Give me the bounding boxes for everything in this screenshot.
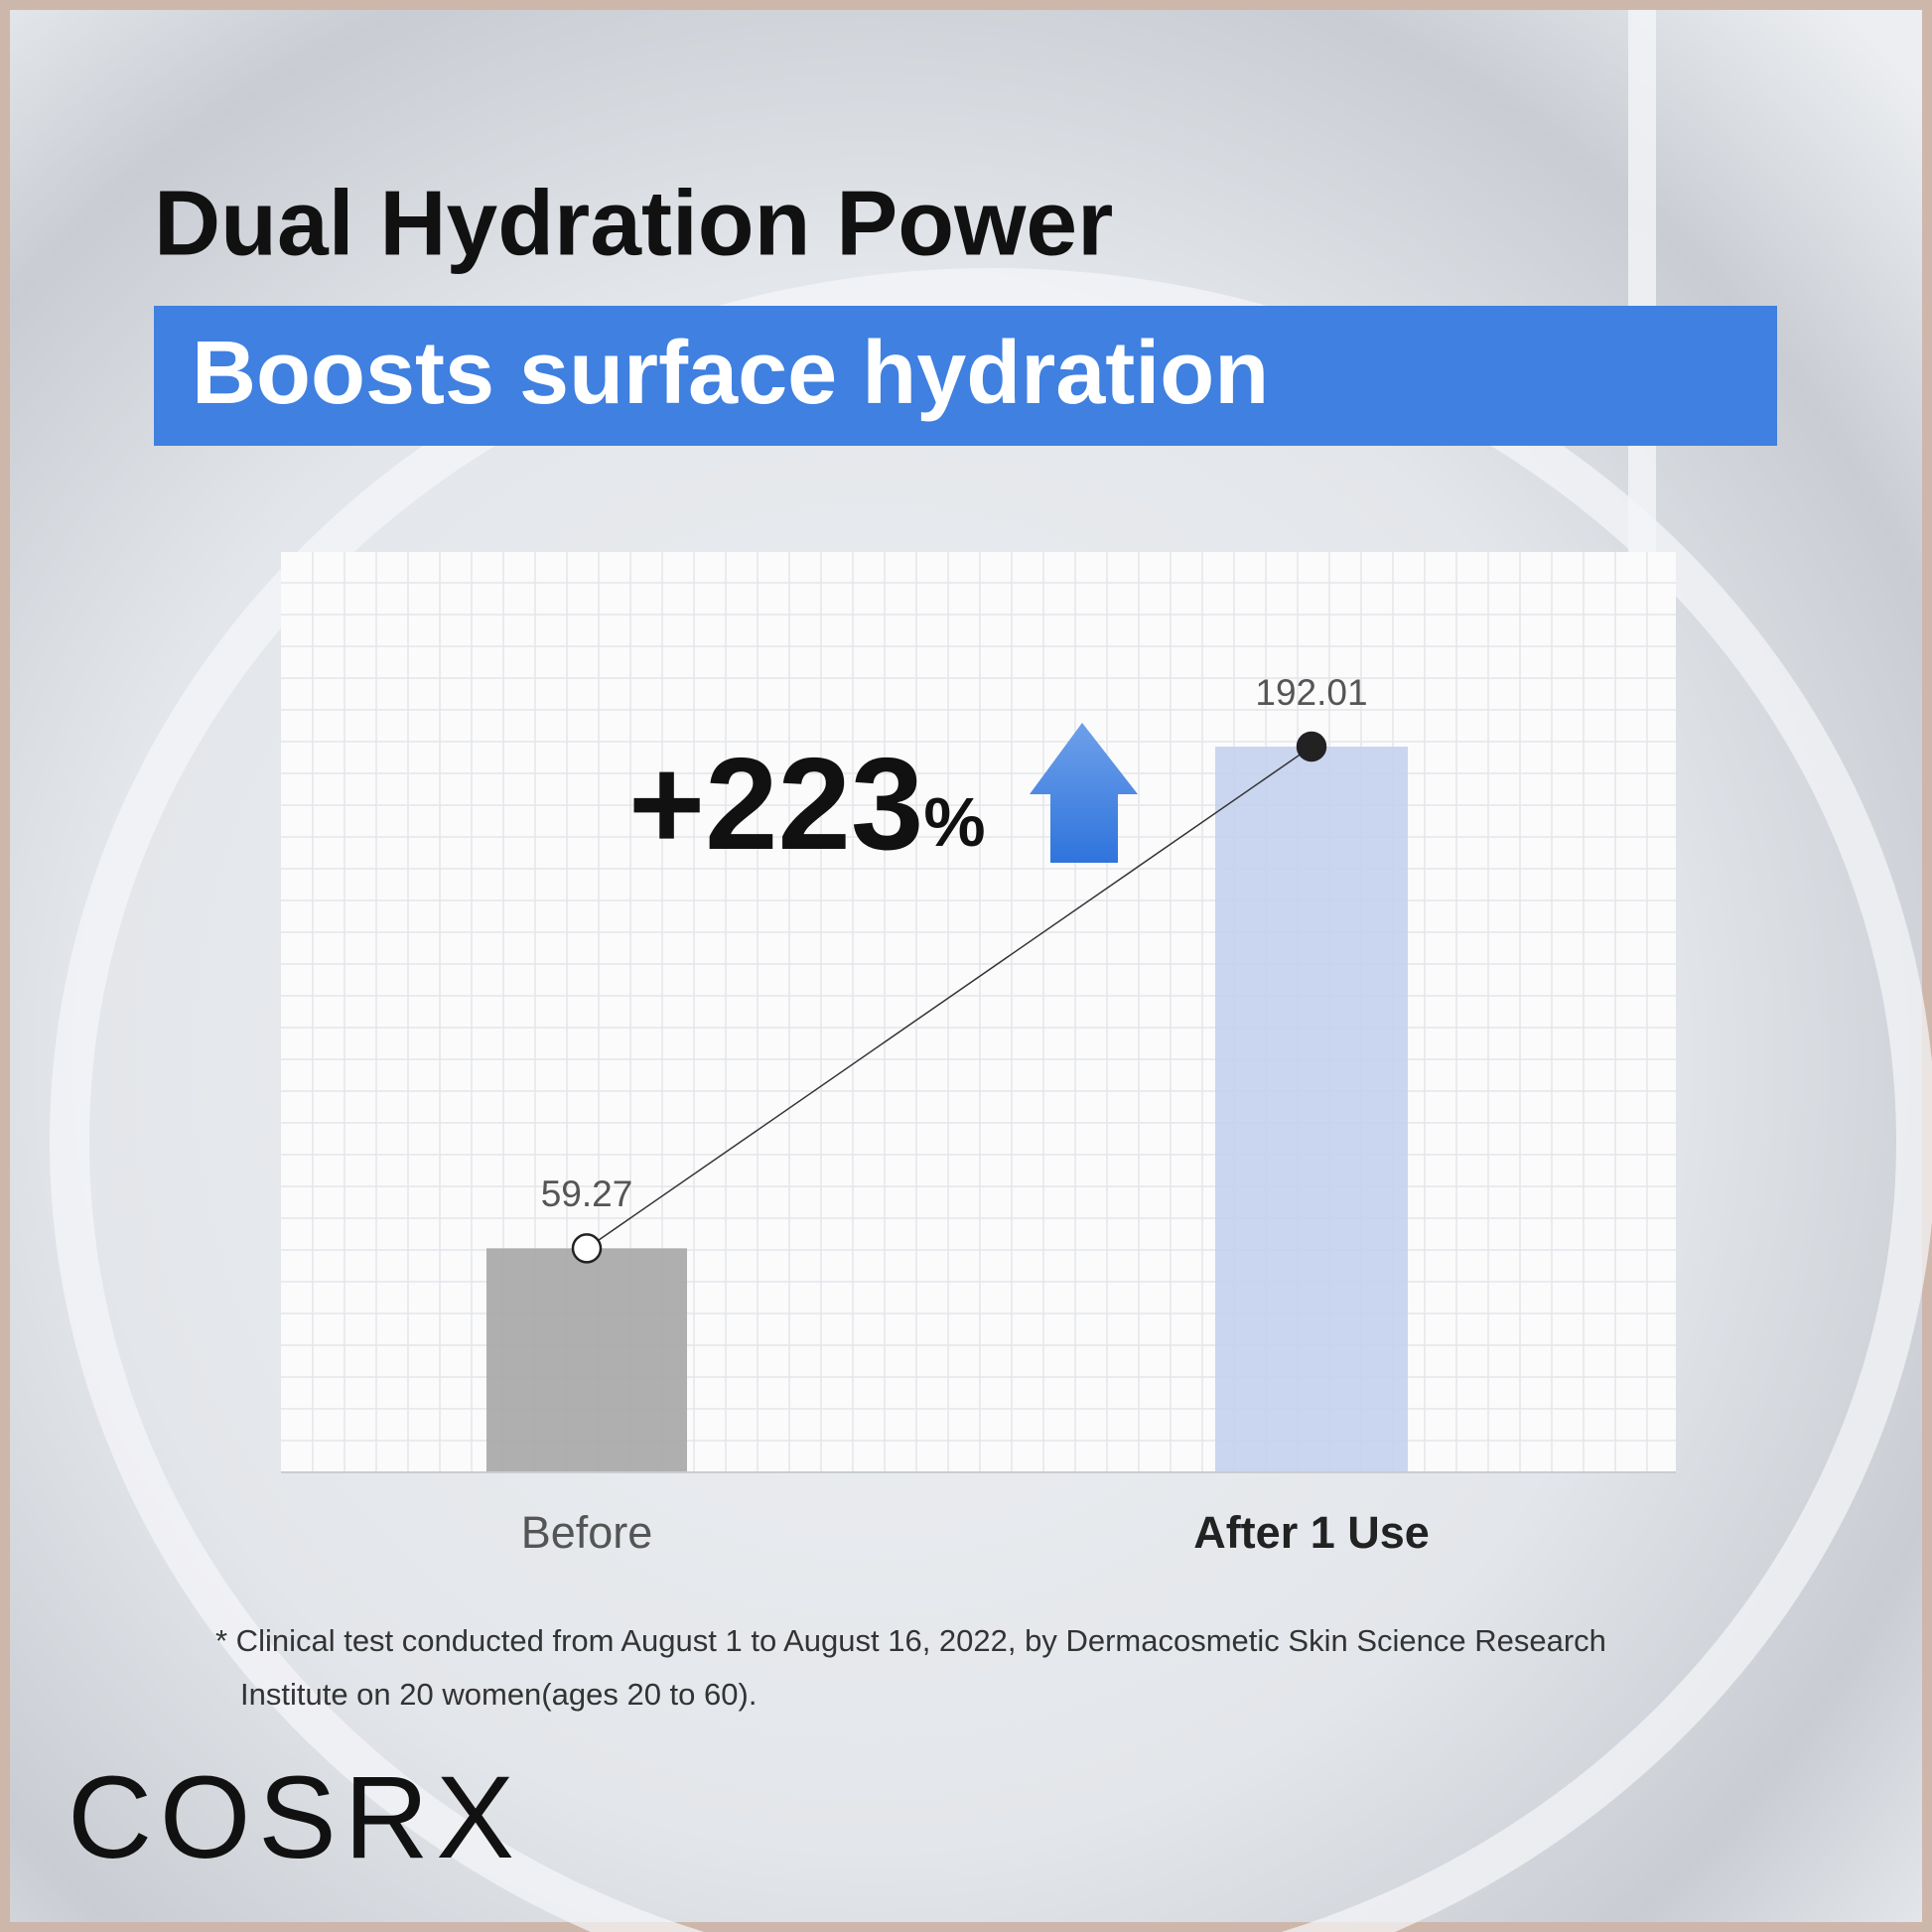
connector-line bbox=[586, 746, 1312, 1249]
footnote-line: * Clinical test conducted from August 1 … bbox=[215, 1623, 1606, 1658]
marks: 59.27 192.01 bbox=[486, 672, 1408, 1472]
annotation: +223% bbox=[628, 731, 986, 877]
bar bbox=[486, 1248, 687, 1472]
up-arrow bbox=[1030, 723, 1138, 863]
value-label: 192.01 bbox=[1255, 672, 1367, 713]
liquid-ring bbox=[50, 268, 1932, 1932]
x-tick-label: After 1 Use bbox=[1193, 1507, 1430, 1558]
data-point bbox=[571, 1233, 603, 1264]
title: Dual Hydration Power bbox=[154, 172, 1113, 275]
bar bbox=[1215, 747, 1408, 1472]
annotation-number: +223 bbox=[628, 731, 923, 877]
value-label: 59.27 bbox=[541, 1173, 633, 1214]
brand-logo: COSRX bbox=[68, 1752, 514, 1883]
subtitle: Boosts surface hydration bbox=[192, 324, 1269, 423]
footnote-line: Institute on 20 women(ages 20 to 60). bbox=[240, 1677, 757, 1712]
data-point bbox=[1296, 731, 1327, 762]
subtitle-band bbox=[154, 306, 1777, 446]
liquid-stream bbox=[1628, 10, 1656, 566]
annotation-unit: % bbox=[923, 783, 985, 861]
x-tick-label: Before bbox=[521, 1507, 653, 1558]
